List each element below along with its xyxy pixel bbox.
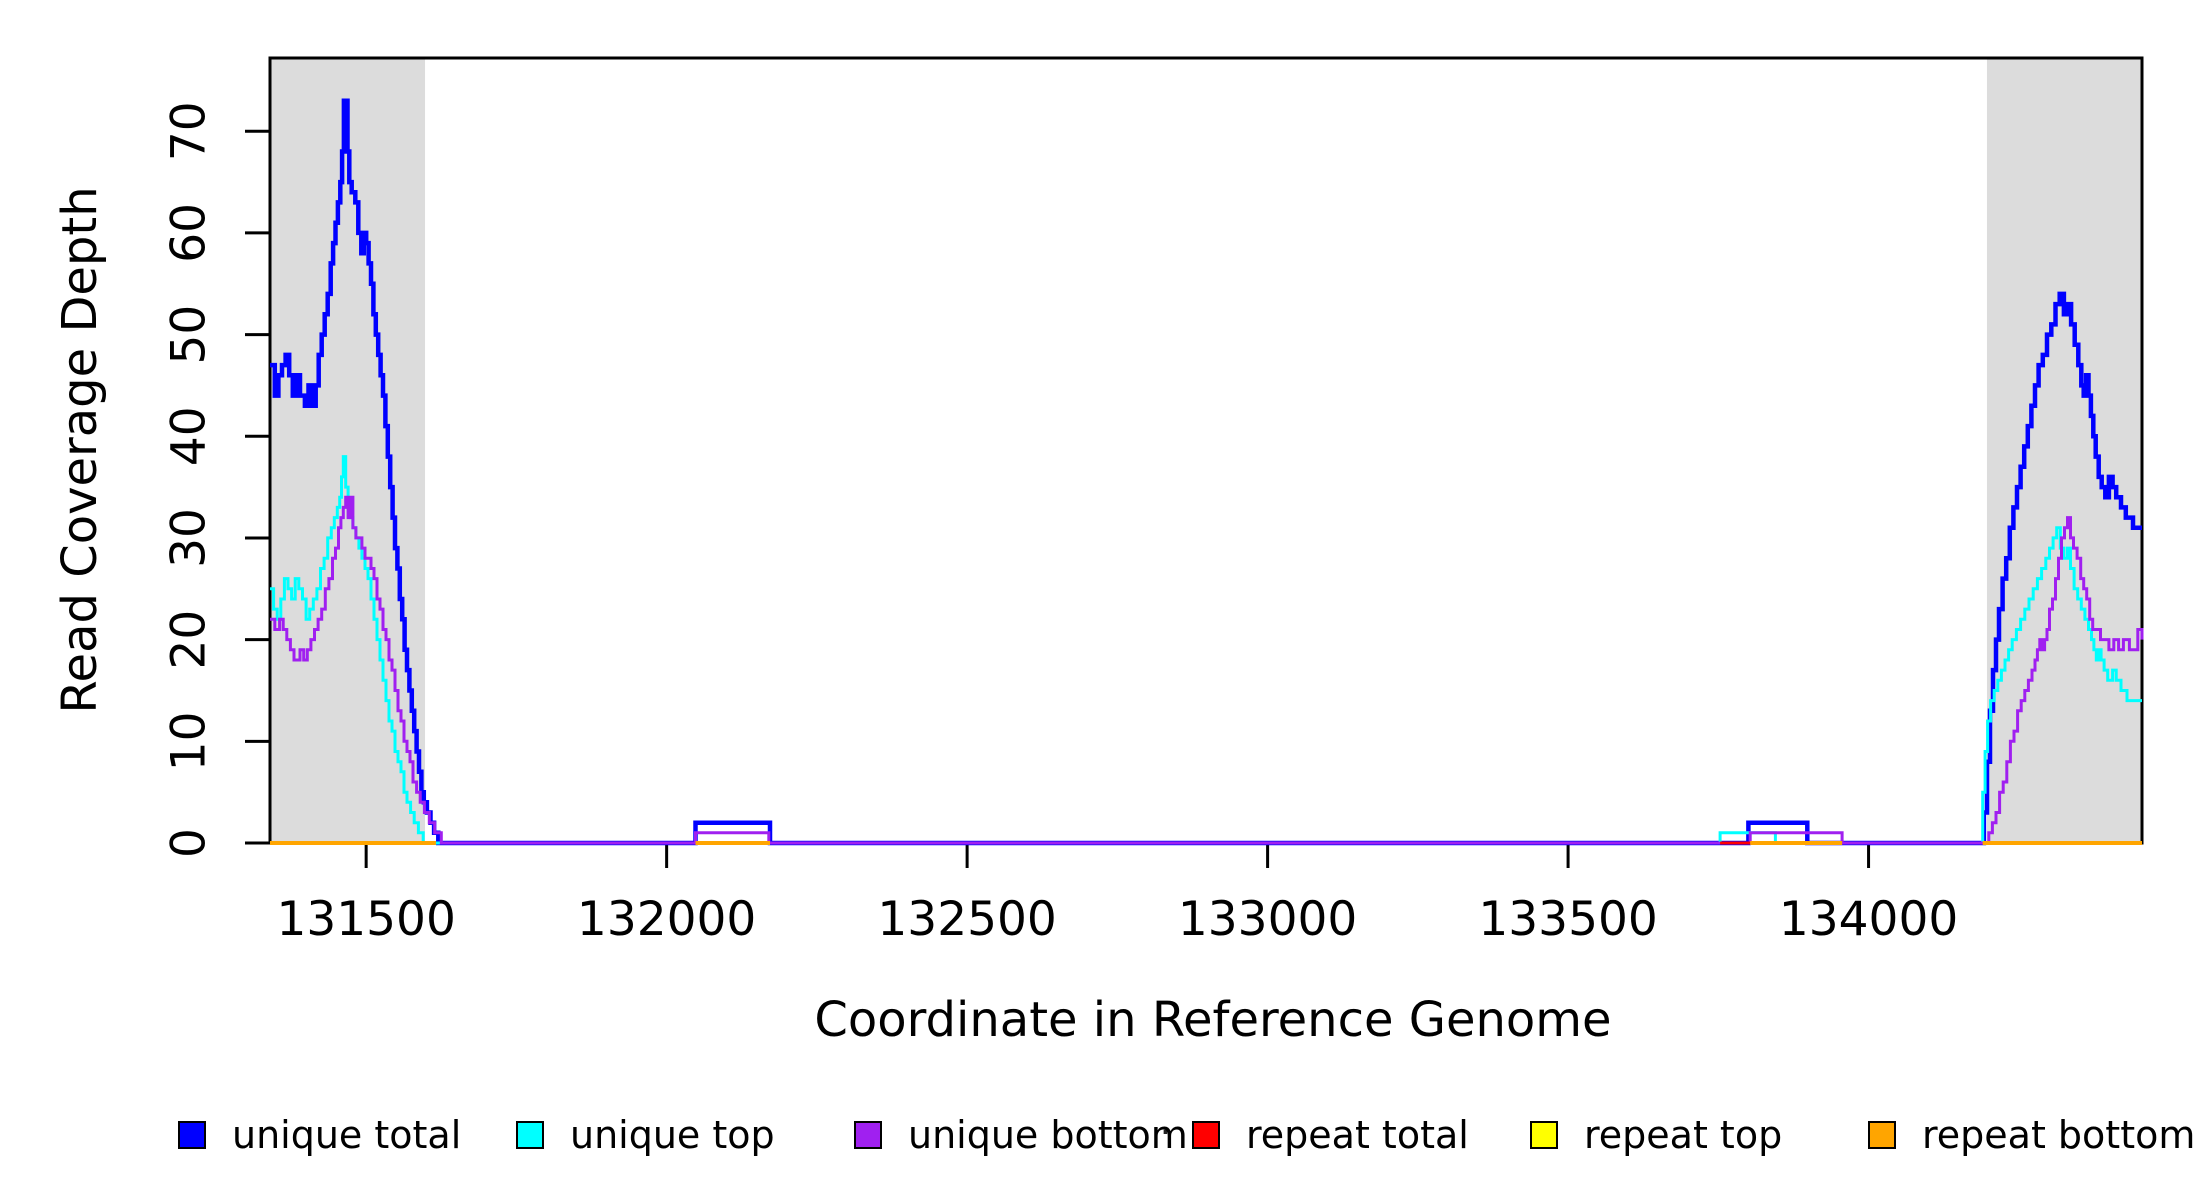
x-tick-label: 134000	[1779, 892, 1958, 947]
x-tick-label: 133000	[1178, 892, 1357, 947]
x-tick-label: 132000	[577, 892, 756, 947]
series-unique-bottom	[270, 495, 2144, 845]
y-tick-label: 20	[162, 610, 217, 670]
legend-item-unique-total: unique total	[178, 1112, 461, 1158]
repeat-bottom-swatch	[1868, 1121, 1896, 1149]
legend-label: repeat top	[1584, 1113, 1783, 1157]
plot-box	[268, 56, 2144, 845]
legend-item-repeat-total: repeat total	[1192, 1112, 1469, 1158]
x-tick-label: 132500	[877, 892, 1056, 947]
repeat-top-swatch	[1530, 1121, 1558, 1149]
y-tick-label: 0	[162, 828, 217, 858]
y-tick-label: 60	[162, 203, 217, 263]
legend-label: unique total	[232, 1113, 462, 1157]
highlight-band	[1986, 58, 2142, 843]
legend-item-repeat-bottom: repeat bottom	[1868, 1112, 2195, 1158]
y-tick-label: 70	[162, 101, 217, 161]
legend-item-unique-top: unique top	[516, 1112, 775, 1158]
legend-item-repeat-top: repeat top	[1530, 1112, 1782, 1158]
legend-label: unique bottom	[908, 1113, 1188, 1157]
stray-mark: .	[1160, 1103, 1171, 1143]
repeat-total-swatch	[1192, 1121, 1220, 1149]
y-tick-label: 50	[162, 305, 217, 365]
unique-total-swatch	[178, 1121, 206, 1149]
unique-bottom-swatch	[854, 1121, 882, 1149]
x-tick-label: 133500	[1478, 892, 1657, 947]
legend: unique total unique top unique bottom re…	[0, 1112, 2200, 1172]
legend-item-unique-bottom: unique bottom	[854, 1112, 1188, 1158]
legend-label: repeat total	[1246, 1113, 1469, 1157]
y-axis-title: Read Coverage Depth	[52, 186, 108, 714]
series-unique-total	[270, 98, 2142, 846]
x-tick-label: 131500	[276, 892, 455, 947]
x-axis-title: Coordinate in Reference Genome	[814, 992, 1612, 1048]
y-tick-label: 40	[162, 406, 217, 466]
unique-top-swatch	[516, 1121, 544, 1149]
legend-label: repeat bottom	[1922, 1113, 2196, 1157]
series-unique-top	[270, 455, 2142, 845]
y-tick-label: 10	[162, 711, 217, 771]
y-tick-label: 30	[162, 508, 217, 568]
legend-label: unique top	[570, 1113, 775, 1157]
